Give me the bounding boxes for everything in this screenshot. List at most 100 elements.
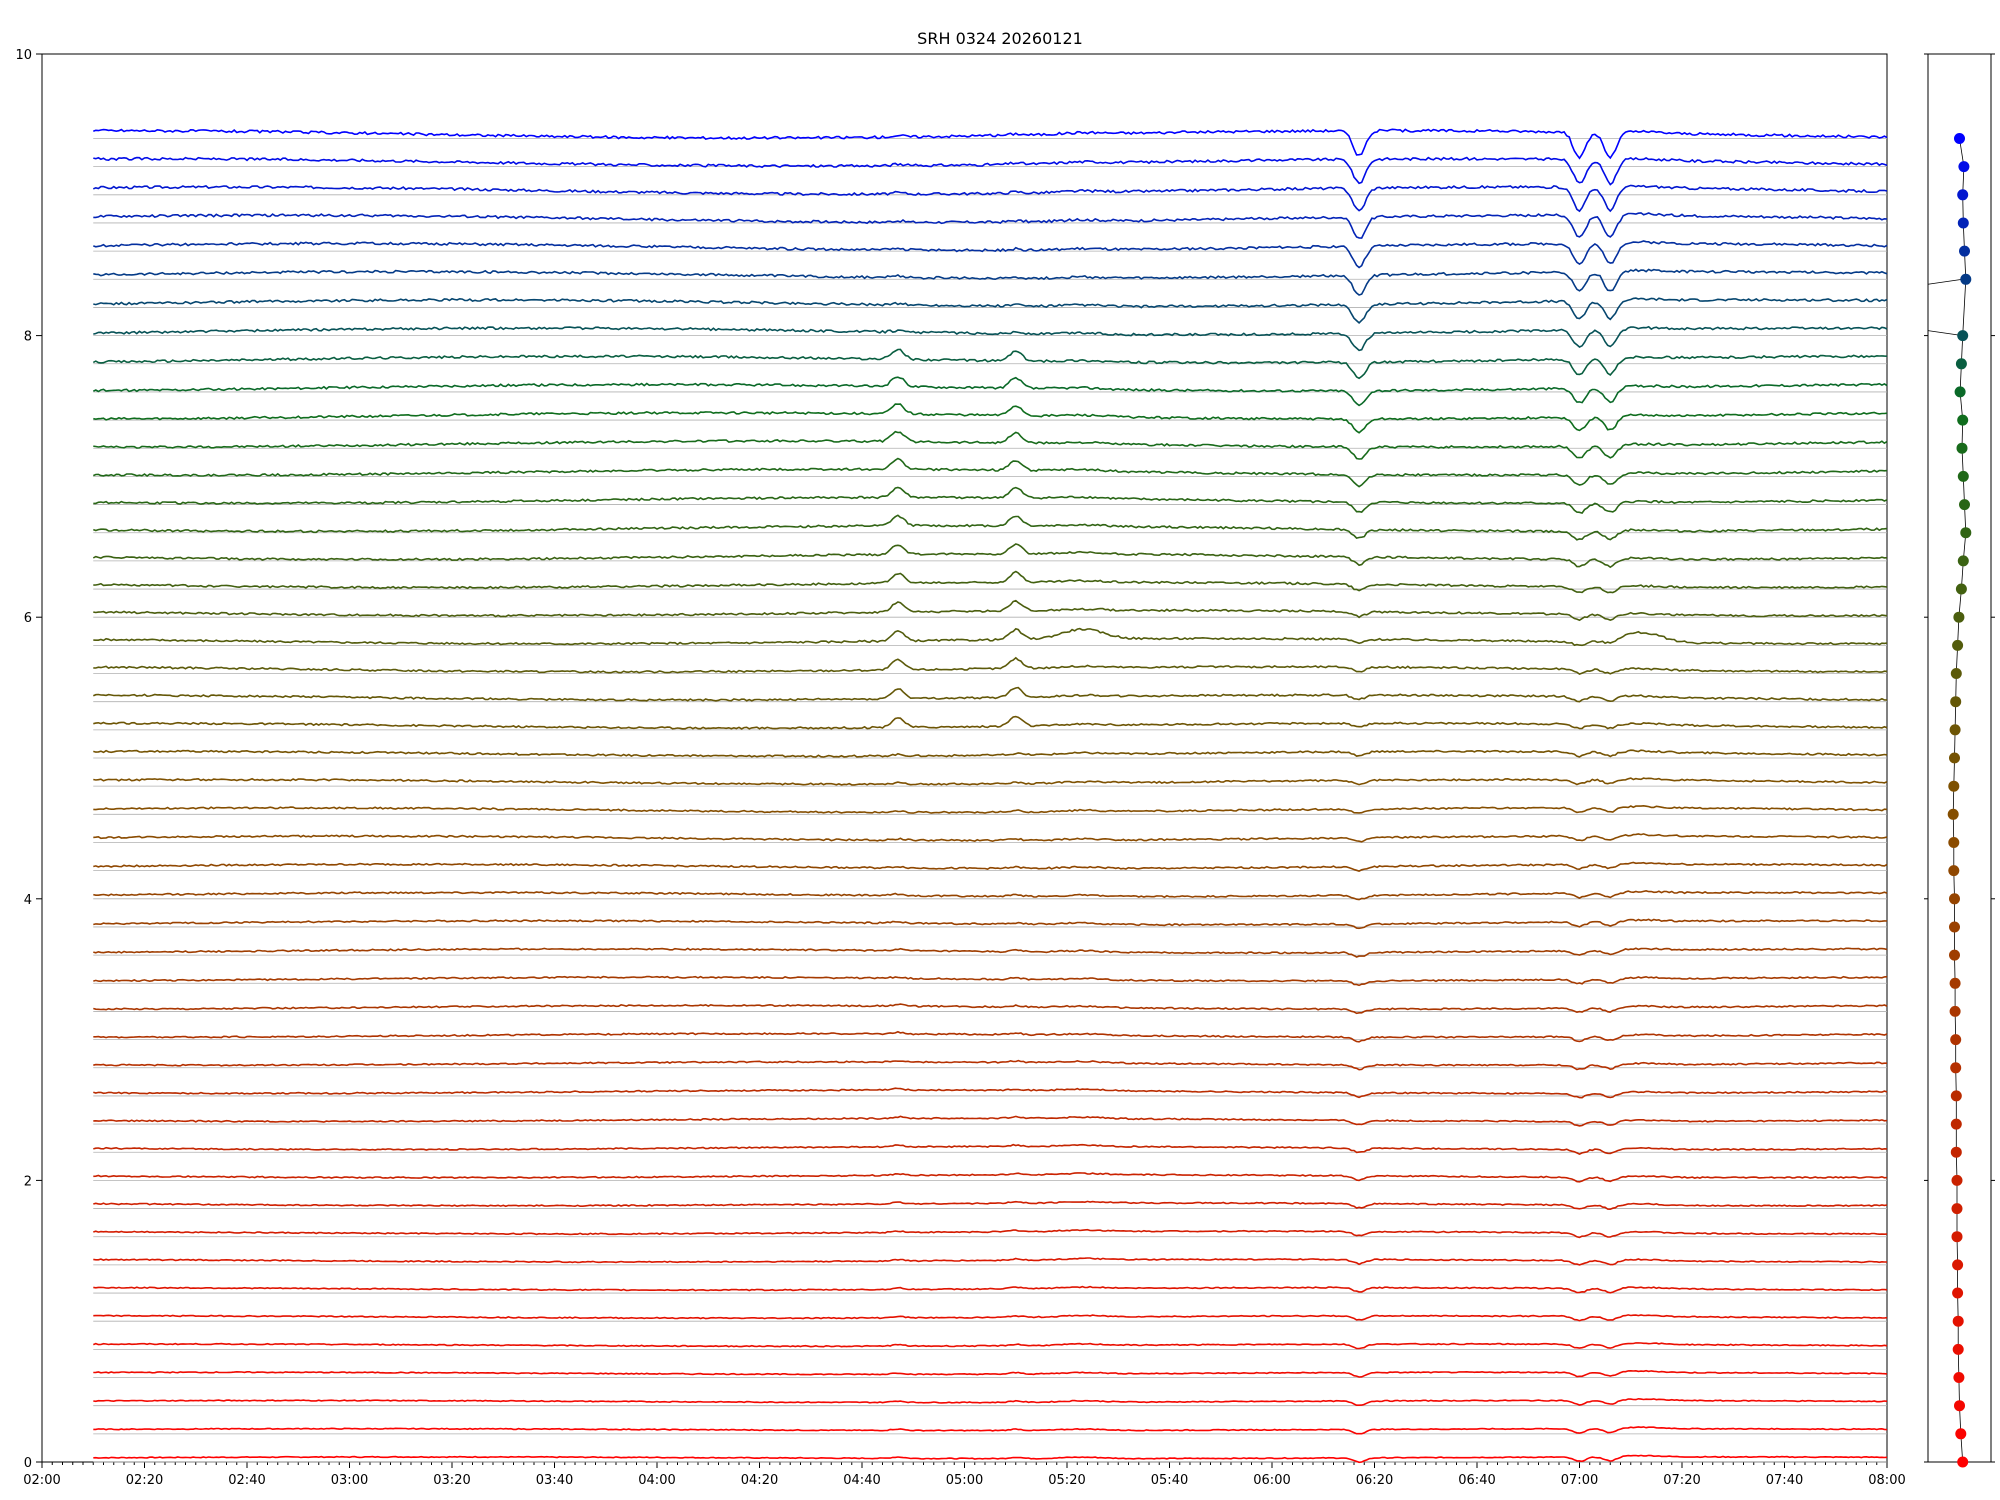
channel-trace: [92, 184, 1888, 213]
y-tick-label: 0: [24, 1456, 32, 1471]
x-tick-label: 06:00: [1253, 1473, 1290, 1488]
side-point: [1959, 499, 1970, 511]
side-point: [1960, 273, 1972, 285]
channel-trace: [93, 889, 1888, 901]
channel-trace: [93, 486, 1888, 515]
side-point: [1957, 1456, 1969, 1468]
side-point: [1951, 1203, 1963, 1215]
y-tick-label: 8: [24, 330, 32, 345]
side-point: [1952, 639, 1964, 651]
side-point: [1957, 217, 1969, 229]
x-tick-label: 06:20: [1356, 1473, 1393, 1488]
side-point: [1948, 865, 1960, 877]
channel-trace: [93, 1454, 1888, 1464]
side-point: [1948, 837, 1960, 848]
channel-trace: [93, 918, 1888, 930]
channel-trace: [93, 1003, 1888, 1015]
channel-trace: [93, 804, 1888, 814]
channel-trace: [93, 1143, 1888, 1155]
side-point: [1952, 1315, 1964, 1327]
channel-trace: [93, 656, 1888, 676]
y-tick-label: 4: [24, 893, 32, 908]
channel-trace: [93, 514, 1888, 541]
channel-trace: [93, 240, 1888, 269]
channel-trace: [93, 570, 1888, 594]
side-point: [1959, 245, 1970, 257]
x-tick-label: 04:00: [638, 1473, 675, 1488]
channel-trace: [92, 457, 1888, 488]
channel-trace: [93, 599, 1888, 622]
x-tick-label: 07:40: [1766, 1473, 1803, 1488]
side-point: [1947, 808, 1959, 820]
x-tick-label: 02:00: [23, 1473, 60, 1488]
channel-trace: [93, 1200, 1888, 1211]
side-point: [1957, 330, 1969, 342]
x-tick-label: 06:40: [1458, 1473, 1495, 1488]
side-point: [1957, 414, 1969, 426]
channel-trace: [92, 543, 1888, 569]
channel-trace: [93, 1087, 1888, 1099]
channel-trace: [93, 777, 1888, 786]
channel-trace: [93, 1115, 1888, 1127]
channel-trace: [92, 376, 1888, 407]
main-plot-area: 02:00 02:20 02:40 03:00 03:20 03:40 04:00 04:20…: [15, 48, 1905, 1488]
side-point: [1951, 1174, 1963, 1186]
side-point: [1954, 1400, 1965, 1412]
side-point: [1949, 1005, 1961, 1017]
channel-trace: [93, 1397, 1888, 1406]
channel-trace: [93, 268, 1888, 296]
x-tick-label: 03:20: [433, 1473, 470, 1488]
channel-trace: [93, 1030, 1888, 1043]
channel-trace: [93, 1426, 1888, 1435]
y-tick-label: 10: [15, 48, 32, 63]
side-point: [1952, 1287, 1964, 1299]
channel-trace: [93, 1172, 1888, 1183]
channel-trace: [93, 686, 1888, 703]
x-tick-label: 07:20: [1663, 1473, 1700, 1488]
x-tick-label: 05:00: [946, 1473, 983, 1488]
channel-trace: [93, 1257, 1887, 1266]
channel-trace: [93, 325, 1888, 352]
chart-title: SRH 0324 20260121: [917, 29, 1083, 48]
channel-trace: [93, 1369, 1888, 1378]
side-point: [1950, 668, 1962, 679]
channel-trace: [93, 1314, 1888, 1322]
x-tick-label: 04:40: [843, 1473, 880, 1488]
side-point: [1954, 386, 1966, 398]
channel-trace: [93, 975, 1888, 987]
side-point: [1954, 133, 1965, 144]
x-tick-label: 08:00: [1868, 1473, 1905, 1488]
channel-trace: [93, 947, 1888, 958]
x-tick-label: 04:20: [741, 1473, 778, 1488]
side-point: [1950, 1034, 1962, 1046]
side-point: [1953, 1372, 1965, 1383]
y-tick-label: 2: [24, 1174, 32, 1189]
channel-trace: [92, 348, 1888, 380]
side-point: [1955, 1428, 1967, 1440]
channel-trace: [93, 128, 1888, 160]
x-tick-label: 03:00: [331, 1473, 368, 1488]
side-point: [1955, 358, 1967, 370]
side-point: [1949, 752, 1960, 764]
channel-trace: [93, 403, 1888, 434]
side-point: [1953, 611, 1965, 623]
channel-trace: [93, 1228, 1888, 1239]
channel-trace: [93, 627, 1888, 647]
side-point: [1960, 527, 1972, 539]
side-connector-stub: [1927, 278, 1963, 285]
channel-trace: [93, 1059, 1887, 1071]
x-tick-label: 05:40: [1151, 1473, 1188, 1488]
channel-trace: [93, 156, 1888, 186]
channel-trace: [93, 430, 1888, 460]
side-point: [1952, 1343, 1964, 1355]
side-point: [1951, 1231, 1963, 1243]
side-point: [1950, 696, 1962, 708]
channel-trace: [93, 297, 1888, 325]
side-point: [1948, 780, 1960, 792]
y-tick-label: 6: [24, 611, 32, 626]
x-tick-label: 05:20: [1048, 1473, 1085, 1488]
channel-trace: [93, 212, 1888, 239]
x-tick-label: 02:20: [126, 1473, 163, 1488]
side-plot-area: [1924, 53, 1995, 1468]
